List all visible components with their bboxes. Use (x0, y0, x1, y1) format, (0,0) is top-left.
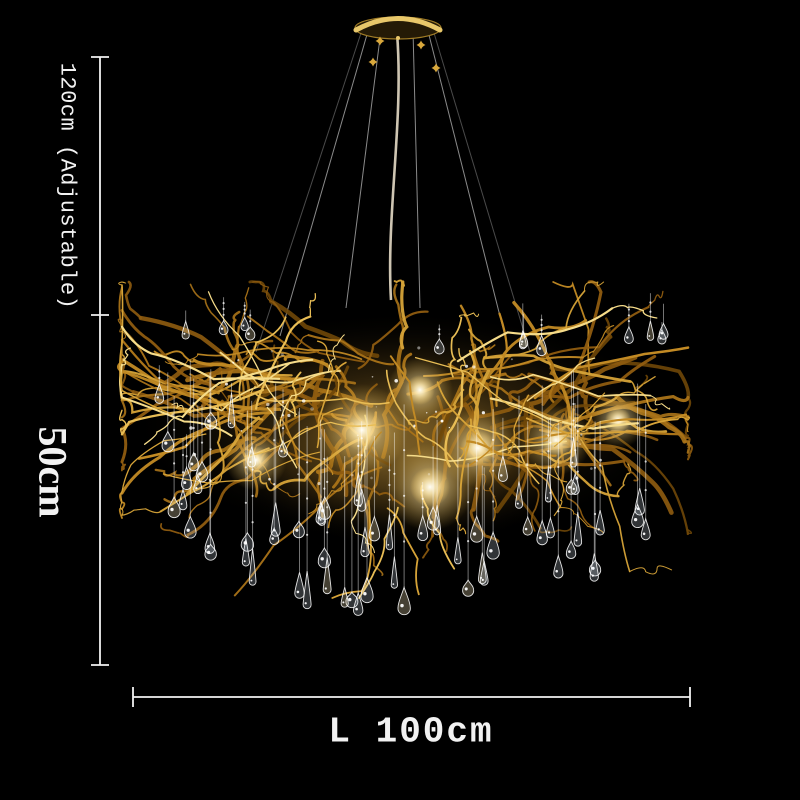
dim-height-adjustable (91, 56, 109, 316)
dim-fixture-height (91, 315, 109, 666)
dim-length (132, 687, 691, 707)
label-fixture-height: 50cm (30, 426, 76, 518)
suspension-cables (255, 29, 531, 353)
sparkles (171, 346, 648, 486)
label-height-adjustable: 120cm (Adjustable) (54, 62, 80, 310)
label-length: L 100cm (328, 711, 494, 753)
ceiling-canopy (353, 16, 443, 73)
crystal-drops (154, 293, 669, 616)
